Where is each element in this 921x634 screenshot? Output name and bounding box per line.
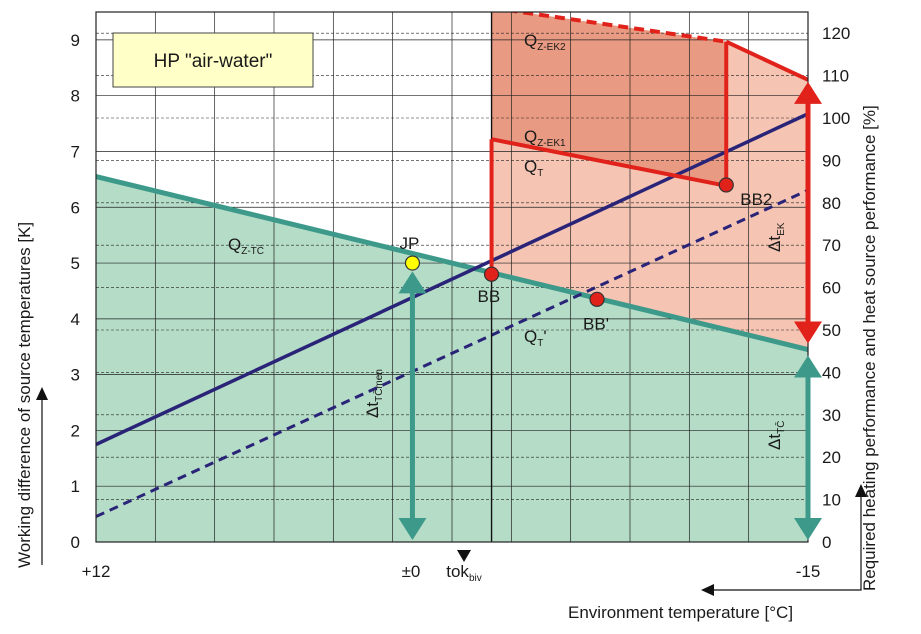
y-tick-label-right: 100 bbox=[822, 109, 850, 128]
arrow-dt-tc-men-head-bottom bbox=[398, 518, 427, 540]
arrow-dt-ek-head-top bbox=[794, 81, 822, 104]
y-tick-label-left: 2 bbox=[71, 421, 80, 440]
label-dt-tc: ΔtTČ bbox=[765, 421, 787, 450]
series-line-q-ztc bbox=[96, 174, 808, 352]
point-bb2 bbox=[718, 177, 734, 193]
y-tick-label-right: 20 bbox=[822, 448, 841, 467]
series-line-q-z-ek2 bbox=[725, 39, 808, 82]
label-dt-ek: ΔtEK bbox=[765, 222, 787, 252]
x-tick-label: ±0 bbox=[402, 562, 421, 581]
point-bb-prime bbox=[589, 291, 605, 307]
arrow-dt-tc-head-top bbox=[794, 355, 822, 378]
label-q-t-prime: QT' bbox=[524, 327, 547, 349]
series-line-q-t-prime bbox=[96, 188, 808, 518]
series-line-q-z-ek2-dashed bbox=[506, 12, 727, 44]
arrow-dt-tc-men-head-top bbox=[398, 271, 427, 294]
y-tick-label-right: 80 bbox=[822, 194, 841, 213]
y-tick-label-right: 10 bbox=[822, 491, 841, 510]
y-axis-title-left: Working difference of source temperature… bbox=[15, 222, 34, 568]
x-tick-label: -15 bbox=[796, 562, 821, 581]
point-label: BB2 bbox=[740, 190, 772, 209]
point-bb bbox=[483, 266, 500, 282]
arrow-dt-ek-head-bottom bbox=[794, 321, 822, 344]
series-line-q-t bbox=[96, 112, 808, 447]
label-q-ztc: QZ-TČ bbox=[228, 235, 264, 257]
x-axis-title: Environment temperature [°C] bbox=[568, 603, 793, 622]
y-tick-label-left: 6 bbox=[71, 198, 80, 217]
y-tick-label-left: 7 bbox=[71, 142, 80, 161]
y-tick-label-left: 5 bbox=[71, 254, 80, 273]
y-tick-label-right: 110 bbox=[822, 67, 849, 86]
legend-box-text: HP "air-water" bbox=[154, 51, 273, 72]
y-tick-label-right: 90 bbox=[822, 151, 841, 170]
point-jp bbox=[404, 255, 421, 271]
label-q-t: QT bbox=[524, 157, 543, 179]
y-tick-label-right: 70 bbox=[822, 236, 841, 255]
y-tick-label-left: 0 bbox=[71, 533, 80, 552]
x-tick-label: +12 bbox=[82, 562, 111, 581]
y-axis-title-right: Required heating performance and heat so… bbox=[860, 105, 879, 591]
y-axis-title-right-text: Required heating performance and heat so… bbox=[860, 105, 879, 591]
y-tick-label-left: 4 bbox=[71, 310, 80, 329]
y-tick-label-right: 30 bbox=[822, 406, 841, 425]
y-tick-label-right: 50 bbox=[822, 321, 841, 340]
legend-box bbox=[112, 32, 314, 88]
y-direction-arrow-left bbox=[36, 387, 48, 565]
y-tick-label-right: 40 bbox=[822, 363, 841, 382]
y-tick-label-left: 1 bbox=[71, 477, 80, 496]
y-tick-label-right: 0 bbox=[822, 533, 831, 552]
label-q-z-ek1: QZ-EK1 bbox=[524, 127, 566, 149]
tokbiv-marker bbox=[457, 550, 471, 562]
y-tick-label-right: 120 bbox=[822, 24, 850, 43]
y-tick-label-left: 3 bbox=[71, 366, 80, 385]
arrow-dt-tc-head-bottom bbox=[794, 518, 822, 540]
point-label: BB bbox=[478, 287, 501, 306]
y-tick-label-right: 60 bbox=[822, 279, 841, 298]
x-tick-label-tokbiv: tokbiv bbox=[446, 562, 481, 584]
series-line-q-z-ek1 bbox=[491, 137, 727, 188]
point-label: BB' bbox=[583, 314, 609, 333]
label-dt-tc-men: ΔtTČmen bbox=[363, 369, 385, 418]
label-q-z-ek2: QZ-EK2 bbox=[524, 31, 566, 53]
y-tick-label-left: 9 bbox=[71, 31, 80, 50]
grid bbox=[96, 12, 808, 542]
point-label: JP bbox=[399, 234, 419, 253]
area-q-z-ek2 bbox=[491, 12, 727, 186]
y-tick-label-left: 8 bbox=[71, 87, 80, 106]
x-direction-arrow bbox=[701, 484, 867, 596]
